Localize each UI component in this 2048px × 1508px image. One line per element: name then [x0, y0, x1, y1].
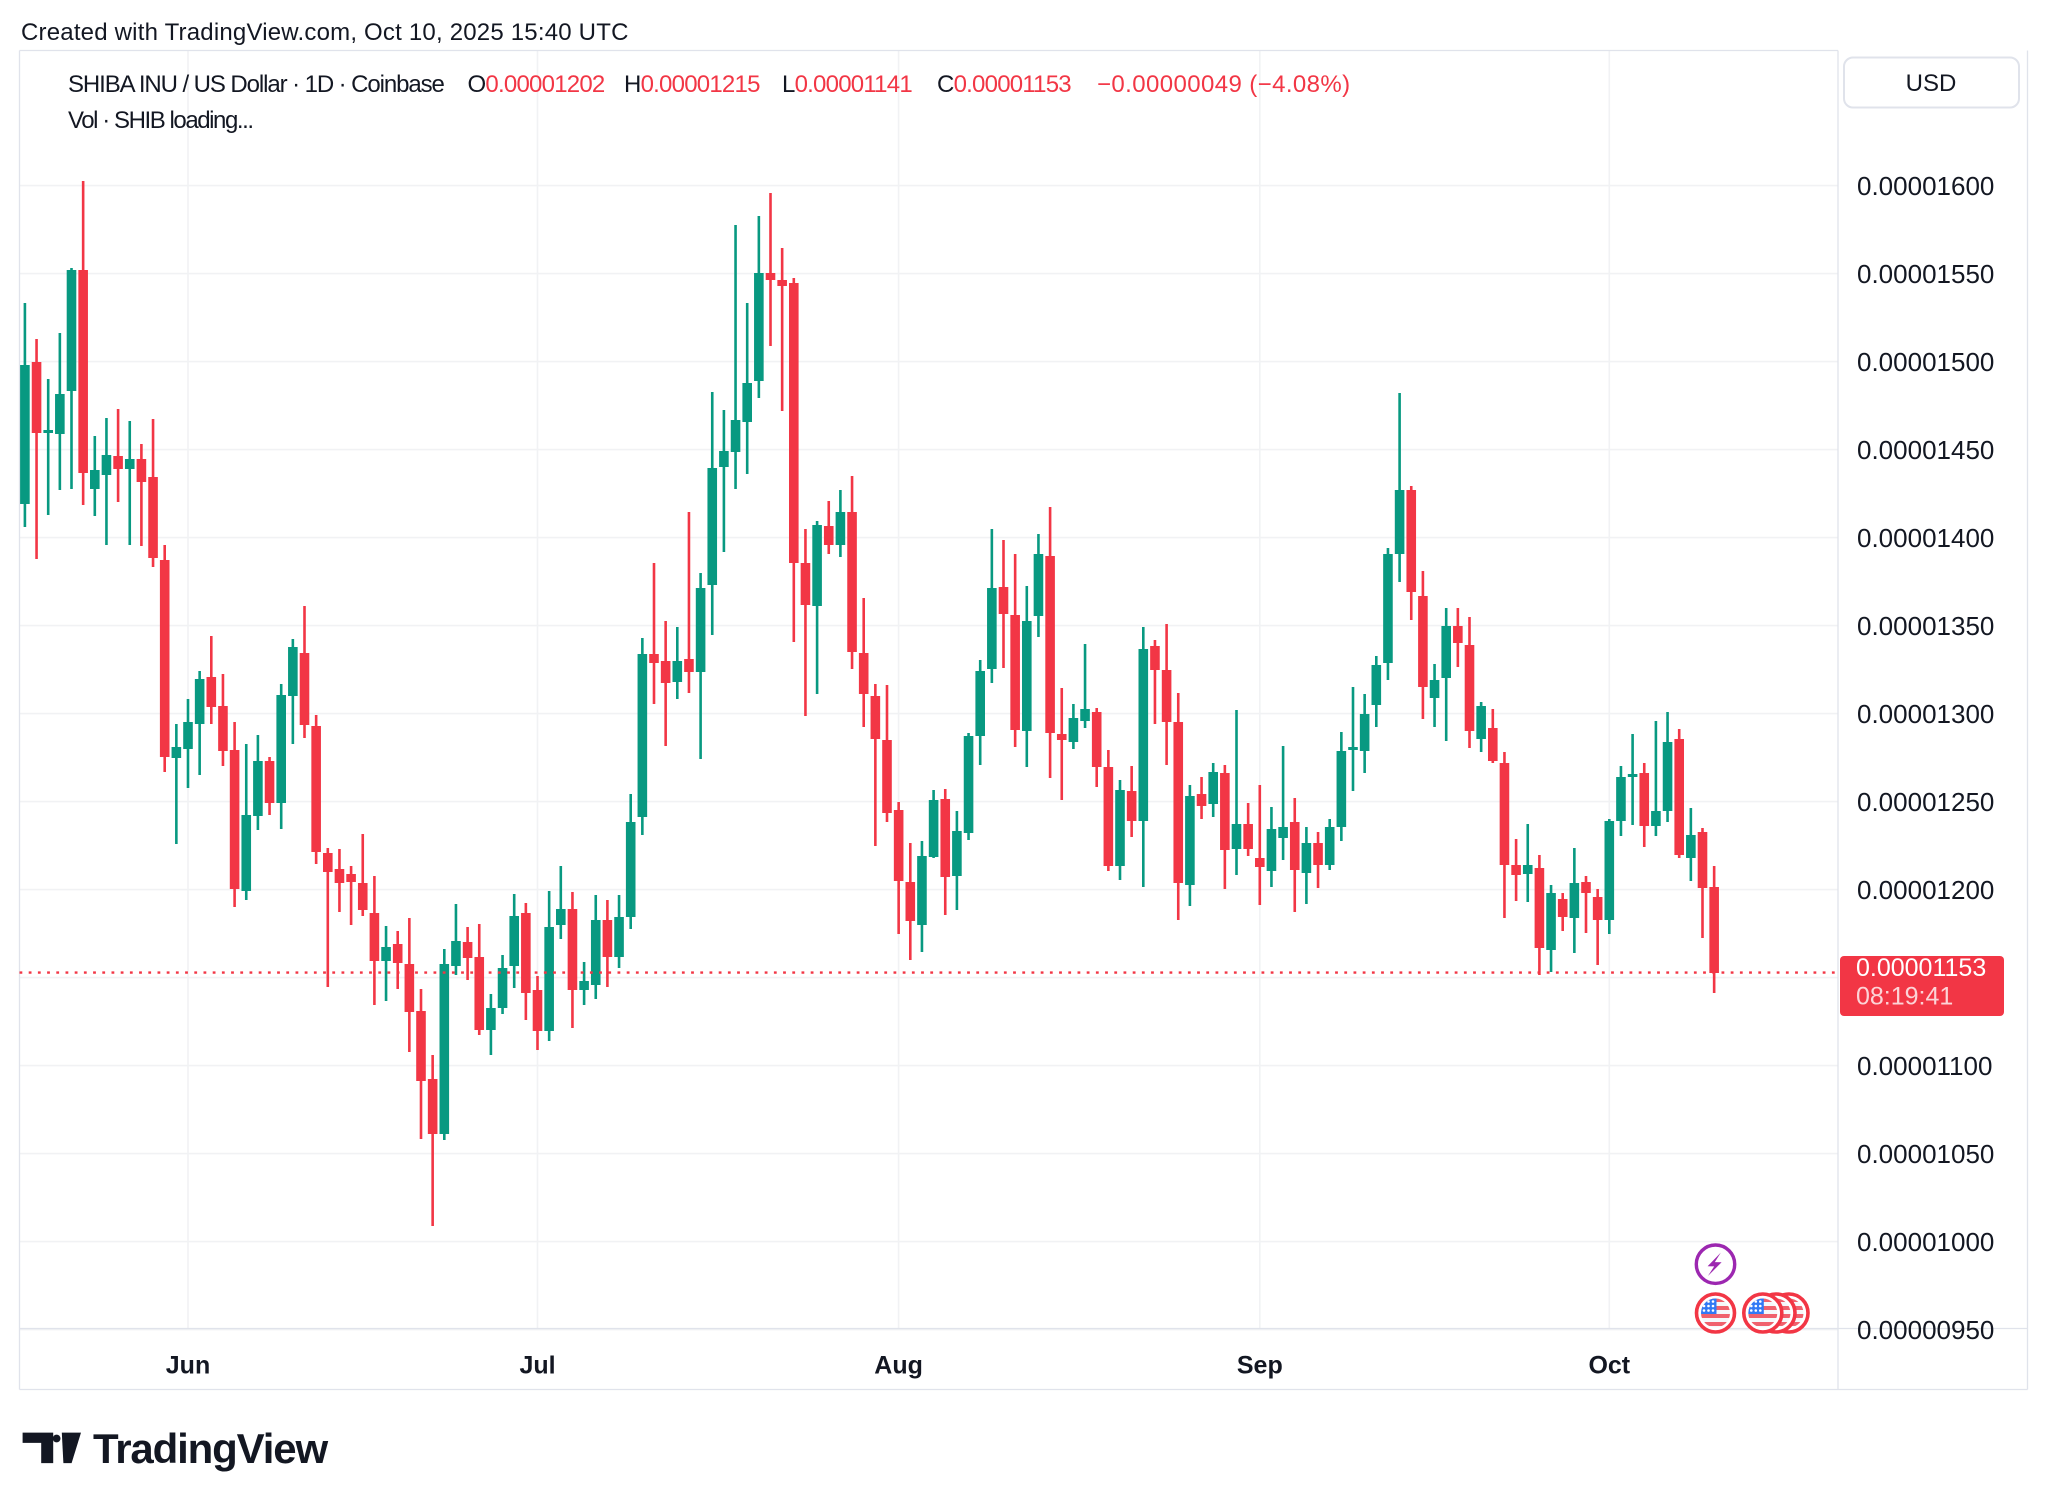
svg-text:0.00001550: 0.00001550: [1857, 259, 1994, 289]
svg-text:−0.00000049 (−4.08%): −0.00000049 (−4.08%): [1097, 71, 1351, 98]
svg-text:Sep: Sep: [1237, 1352, 1283, 1380]
svg-text:0.00001200: 0.00001200: [1857, 875, 1994, 905]
svg-text:0.00001100: 0.00001100: [1857, 1051, 1992, 1081]
svg-text:Jul: Jul: [519, 1352, 555, 1380]
svg-text:0.00001300: 0.00001300: [1857, 699, 1994, 729]
svg-text:H0.00001215: H0.00001215: [624, 71, 760, 98]
svg-text:0.00000950: 0.00000950: [1857, 1315, 1994, 1345]
svg-text:0.00001600: 0.00001600: [1857, 171, 1994, 201]
svg-text:0.00001500: 0.00001500: [1857, 347, 1994, 377]
svg-text:0.00001400: 0.00001400: [1857, 523, 1994, 553]
svg-text:08:19:41: 08:19:41: [1856, 983, 1953, 1011]
svg-text:C0.00001153: C0.00001153: [937, 71, 1071, 98]
svg-text:Created with TradingView.com,: Created with TradingView.com, Oct 10, 20…: [21, 19, 629, 46]
svg-text:USD: USD: [1906, 70, 1957, 97]
svg-text:0.00001250: 0.00001250: [1857, 787, 1994, 817]
svg-text:Aug: Aug: [874, 1352, 923, 1380]
svg-text:Oct: Oct: [1588, 1352, 1630, 1380]
svg-text:0.00001000: 0.00001000: [1857, 1227, 1994, 1257]
svg-text:0.00001450: 0.00001450: [1857, 435, 1994, 465]
svg-text:O0.00001202: O0.00001202: [468, 71, 605, 98]
svg-text:Jun: Jun: [166, 1352, 210, 1380]
svg-text:0.00001153: 0.00001153: [1856, 954, 1986, 982]
svg-text:0.00001350: 0.00001350: [1857, 611, 1994, 641]
svg-text:L0.00001141: L0.00001141: [782, 71, 912, 98]
svg-text:0.00001050: 0.00001050: [1857, 1139, 1994, 1169]
svg-text:SHIBA INU / US Dollar · 1D · C: SHIBA INU / US Dollar · 1D · Coinbase: [68, 71, 445, 98]
svg-text:Vol · SHIB loading...: Vol · SHIB loading...: [68, 107, 253, 134]
svg-text:TradingView: TradingView: [93, 1425, 328, 1472]
